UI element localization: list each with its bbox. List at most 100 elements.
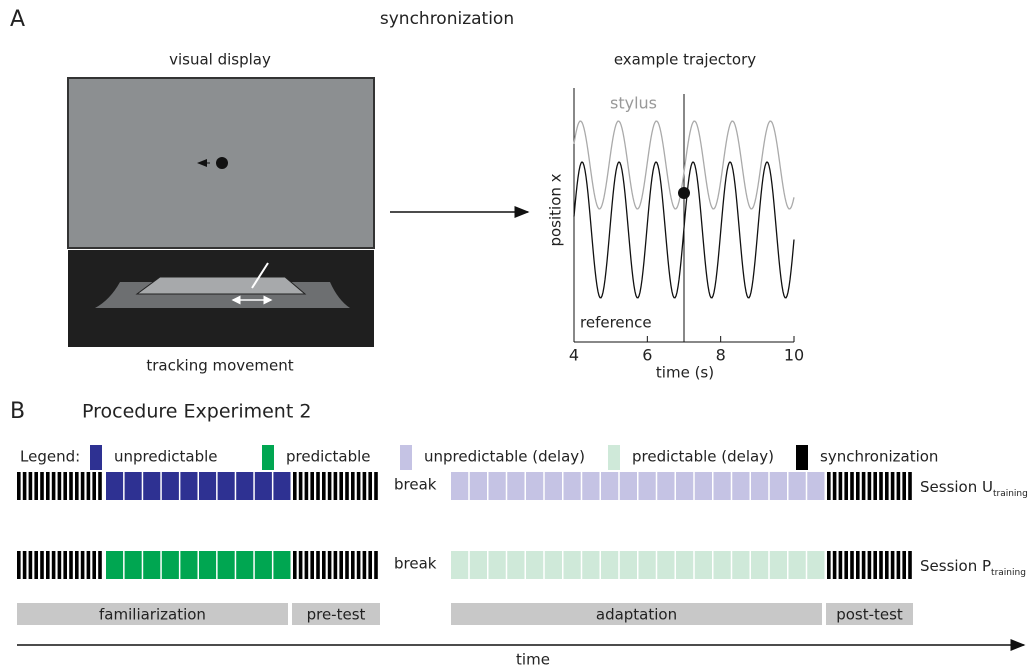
phase-label: familiarization [99, 606, 206, 624]
sync-block [80, 472, 85, 500]
break-label: break [394, 476, 437, 494]
trial-block [451, 472, 469, 500]
phase-bar [292, 603, 380, 625]
trial-block [236, 551, 254, 579]
trial-block [488, 472, 506, 500]
phase-label: post-test [836, 606, 903, 624]
legend-swatch [262, 445, 274, 470]
trial-block [143, 472, 161, 500]
sync-block [293, 472, 297, 500]
sync-block [98, 551, 102, 579]
sync-block [374, 551, 378, 579]
sync-block [304, 551, 309, 579]
sync-block [322, 472, 326, 500]
plot-title: example trajectory [614, 51, 756, 69]
legend-entry: unpredictable [114, 448, 218, 466]
trial-block [769, 472, 787, 500]
trial-block [807, 472, 825, 500]
phase-bar [17, 603, 288, 625]
sync-block [28, 472, 33, 500]
sync-block [856, 472, 860, 500]
trial-block [676, 551, 694, 579]
sync-block [345, 472, 349, 500]
sync-block [861, 472, 866, 500]
sync-block [827, 472, 831, 500]
legend-label: Legend: [20, 448, 80, 466]
sync-block [351, 551, 355, 579]
sync-block [57, 551, 62, 579]
panel-title: Procedure Experiment 2 [82, 401, 311, 423]
time-label: time [516, 651, 550, 668]
trial-block [526, 472, 544, 500]
panel-label: A [10, 7, 25, 32]
trial-block [563, 551, 581, 579]
trial-block [161, 472, 179, 500]
sync-block [51, 551, 56, 579]
sync-block [844, 551, 848, 579]
legend-entry: predictable [286, 448, 371, 466]
trial-block [732, 472, 750, 500]
legend-swatch [400, 445, 412, 470]
session-subscript: training [991, 568, 1026, 578]
sync-block [57, 472, 62, 500]
legend-swatch [90, 445, 102, 470]
sync-block [879, 472, 883, 500]
trial-block [526, 551, 544, 579]
trial-block [254, 472, 272, 500]
trial-block [507, 551, 525, 579]
trial-block [732, 551, 750, 579]
sync-block [896, 472, 901, 500]
session-label: Session Utraining [920, 478, 1028, 499]
sync-block [316, 551, 320, 579]
legend-swatch [796, 445, 808, 470]
sync-block [362, 551, 367, 579]
x-tick-label: 6 [642, 346, 652, 365]
trial-block [657, 472, 675, 500]
tablet-surface [135, 276, 307, 295]
trial-block [469, 472, 487, 500]
trial-block [788, 472, 806, 500]
sync-block [69, 472, 73, 500]
break-label: break [394, 555, 437, 573]
sync-block [304, 472, 309, 500]
sync-block [856, 551, 860, 579]
legend-swatch [608, 445, 620, 470]
trial-block [199, 472, 217, 500]
session-label: Session Ptraining [920, 557, 1026, 578]
trial-block [544, 551, 562, 579]
sync-block [873, 472, 877, 500]
trial-block [199, 551, 217, 579]
sync-block [293, 551, 297, 579]
sync-block [890, 472, 895, 500]
phase-bar [451, 603, 822, 625]
sync-block [310, 472, 314, 500]
sync-block [827, 551, 831, 579]
sync-block [873, 551, 877, 579]
legend-entry: synchronization [820, 448, 938, 466]
trial-block [161, 551, 179, 579]
sync-block [51, 472, 56, 500]
series-label: reference [580, 314, 652, 332]
phase-label: pre-test [307, 606, 366, 624]
sync-block [908, 551, 912, 579]
sync-block [17, 551, 21, 579]
trial-block [751, 551, 769, 579]
sync-block [902, 551, 906, 579]
trial-block [254, 551, 272, 579]
sync-block [345, 551, 349, 579]
sync-block [908, 472, 912, 500]
trial-block [601, 551, 619, 579]
sync-block [850, 472, 854, 500]
trial-block [638, 551, 656, 579]
sync-block [46, 472, 50, 500]
session-subscript: training [993, 489, 1028, 499]
caption: tracking movement [146, 357, 293, 375]
sync-block [80, 551, 85, 579]
trial-block [582, 472, 600, 500]
sync-block [333, 472, 338, 500]
sync-block [63, 551, 67, 579]
sync-block [63, 472, 67, 500]
sync-block [368, 551, 372, 579]
sync-block [86, 472, 91, 500]
